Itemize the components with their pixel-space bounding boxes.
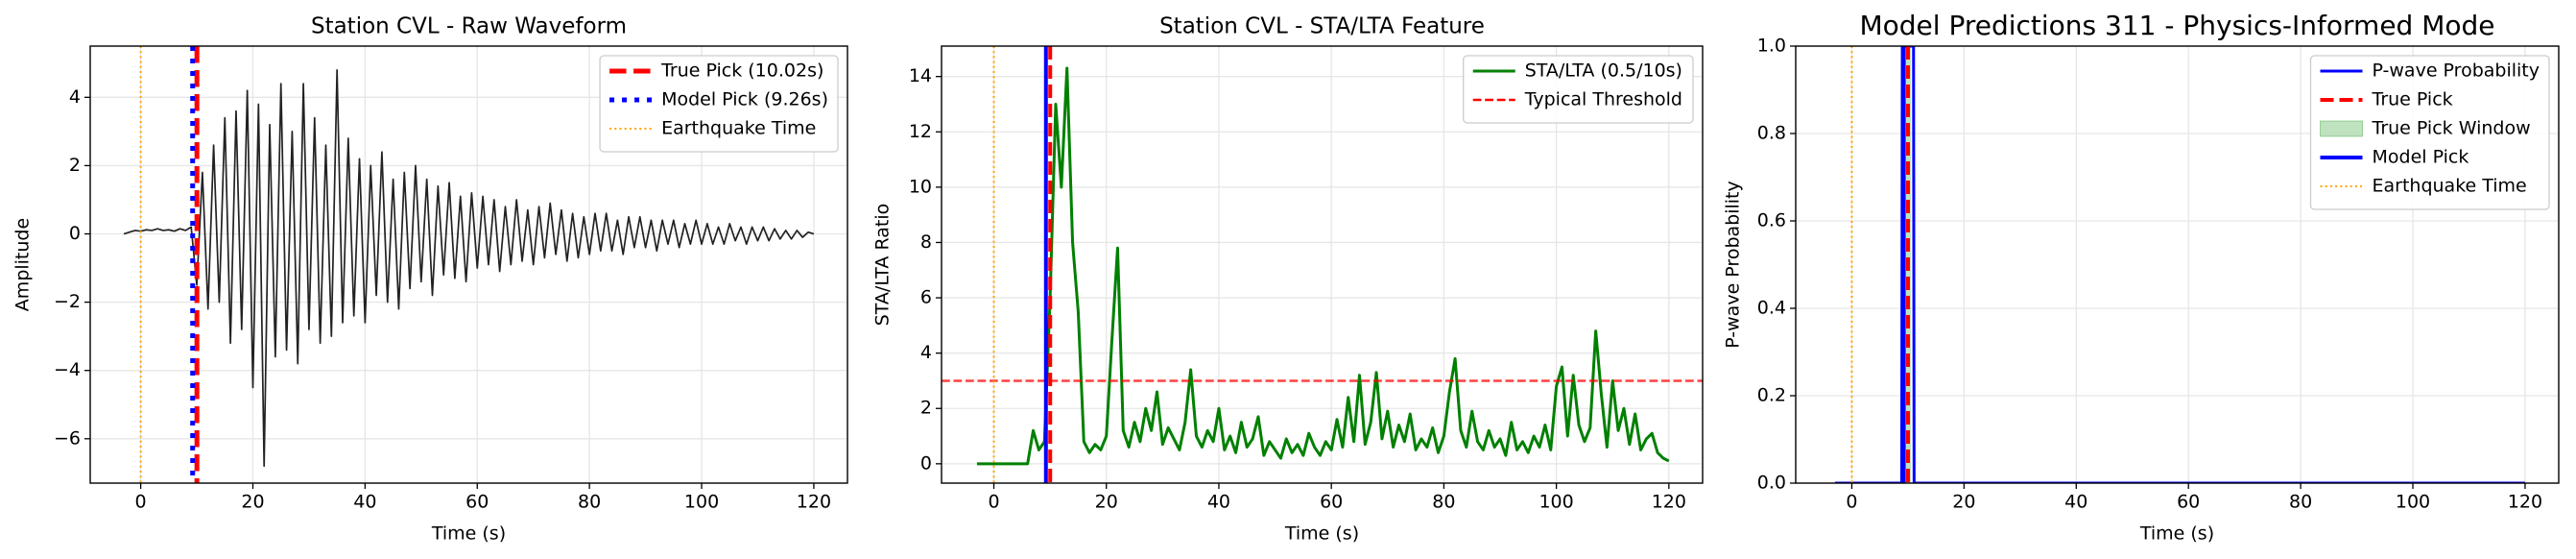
chart-title: Station CVL - Raw Waveform (311, 14, 627, 39)
data-line (123, 69, 815, 468)
x-tick-label: 120 (797, 492, 831, 513)
y-axis-label: STA/LTA Ratio (872, 204, 894, 327)
x-tick-label: 40 (353, 492, 376, 513)
x-tick-label: 60 (2177, 492, 2200, 513)
y-tick-label: 0 (920, 452, 932, 474)
axes-frame (941, 45, 1704, 484)
x-tick-label: 120 (1652, 492, 1686, 513)
y-tick-label: 4 (69, 86, 81, 108)
legend-box (2309, 55, 2550, 210)
plot-area (942, 46, 1703, 483)
x-tick-label: 40 (1207, 492, 1230, 513)
legend-box (599, 55, 839, 153)
axes-frame (1795, 45, 2560, 484)
legend-label: Earthquake Time (2373, 176, 2527, 197)
chart-title: Model Predictions 311 - Physics-Informed… (1859, 10, 2494, 41)
x-tick-label: 100 (2396, 492, 2430, 513)
y-tick-label: −2 (54, 291, 81, 312)
legend-label: True Pick Window (2372, 118, 2531, 139)
x-tick-label: 0 (988, 492, 999, 513)
x-tick-label: 20 (1095, 492, 1118, 513)
x-tick-label: 100 (1538, 492, 1573, 513)
y-tick-label: −6 (54, 427, 81, 449)
x-tick-label: 100 (684, 492, 719, 513)
x-tick-label: 120 (2508, 492, 2542, 513)
legend-box (1463, 55, 1694, 124)
legend-label: P-wave Probability (2373, 61, 2540, 82)
x-axis-label: Time (s) (431, 523, 506, 545)
y-tick-label: −4 (54, 359, 81, 380)
chart-title: Station CVL - STA/LTA Feature (1159, 14, 1485, 39)
y-tick-label: 2 (920, 398, 932, 419)
x-tick-label: 40 (2064, 492, 2087, 513)
y-tick-label: 0 (69, 223, 81, 244)
y-tick-label: 14 (909, 65, 932, 86)
x-axis-label: Time (s) (1284, 523, 1359, 545)
y-tick-label: 1.0 (1757, 36, 1786, 57)
x-tick-label: 20 (1952, 492, 1975, 513)
x-tick-label: 0 (1846, 492, 1857, 513)
legend-swatch (2320, 120, 2363, 137)
y-tick-label: 0.4 (1757, 298, 1786, 319)
y-axis-label: P-wave Probability (1723, 181, 1744, 349)
y-tick-label: 4 (920, 342, 932, 363)
legend-label: Earthquake Time (661, 118, 816, 139)
y-tick-label: 0.2 (1757, 385, 1786, 406)
y-tick-label: 2 (69, 155, 81, 176)
y-tick-label: 0.8 (1757, 123, 1786, 144)
x-tick-label: 80 (578, 492, 601, 513)
legend-label: True Pick (10.02s) (660, 61, 823, 82)
y-tick-label: 8 (920, 231, 932, 253)
legend: STA/LTA (0.5/10s) Typical Threshold (1463, 55, 1694, 124)
legend-label: Model Pick (2373, 147, 2469, 168)
legend-label: STA/LTA (0.5/10s) (1525, 61, 1682, 82)
y-axis-label: Amplitude (12, 218, 34, 311)
y-tick-label: 10 (909, 176, 932, 197)
x-tick-label: 60 (1320, 492, 1343, 513)
x-tick-label: 20 (241, 492, 264, 513)
y-tick-label: 12 (909, 121, 932, 142)
legend-label: Model Pick (9.26s) (661, 89, 828, 110)
y-tick-label: 0.6 (1757, 210, 1786, 231)
x-tick-label: 60 (465, 492, 489, 513)
y-tick-label: 6 (920, 287, 932, 308)
x-tick-label: 80 (1432, 492, 1455, 513)
legend: True Pick (10.02s) Model Pick (9.26s) Eart… (599, 55, 839, 153)
x-tick-label: 80 (2289, 492, 2312, 513)
data-line (976, 66, 1670, 466)
legend-label: Typical Threshold (1524, 89, 1682, 110)
axes-frame (89, 45, 848, 484)
x-axis-label: Time (s) (2139, 523, 2214, 545)
legend-label: True Pick (2372, 89, 2453, 110)
legend: P-wave Probability True Pick True Pick Win… (2309, 55, 2550, 210)
x-tick-label: 0 (135, 492, 147, 513)
y-tick-label: 0.0 (1757, 473, 1786, 494)
